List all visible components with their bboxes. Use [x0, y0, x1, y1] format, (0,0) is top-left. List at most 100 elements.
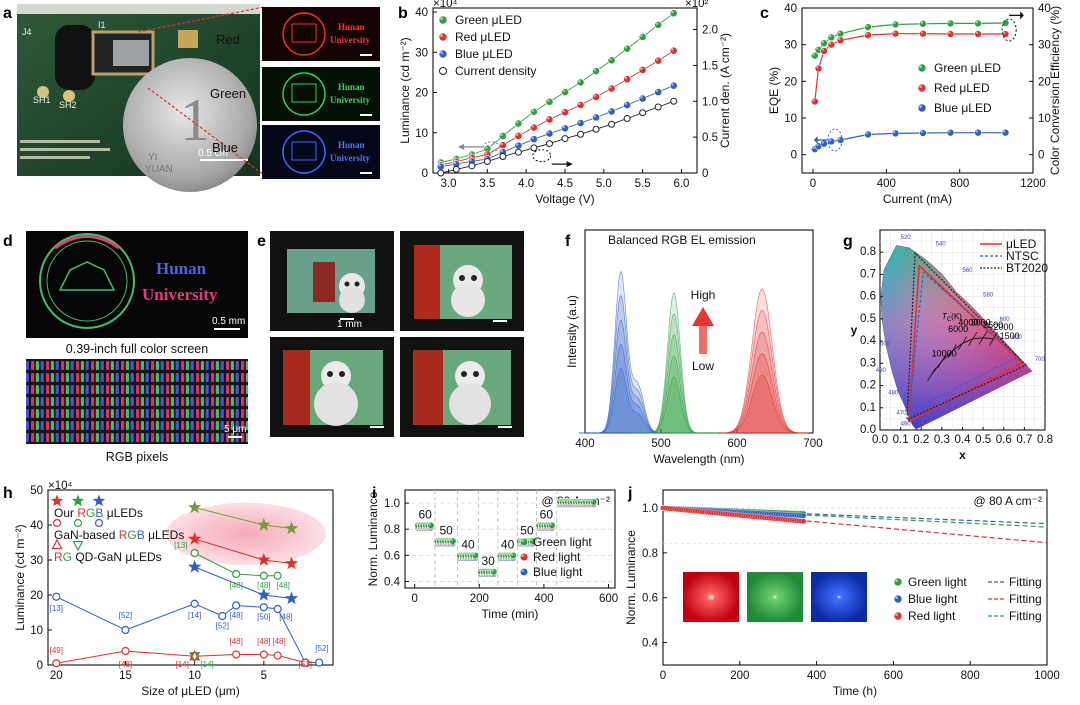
- legend-marker-i: [519, 537, 529, 547]
- x-tick-label-c: 0: [810, 178, 816, 190]
- data-point-i-shine: [428, 523, 431, 526]
- data-point-h: [257, 553, 271, 566]
- data-point-c-shine: [838, 31, 841, 34]
- y-tick-label-h: 50: [30, 485, 43, 497]
- data-point-c: [820, 39, 828, 48]
- series-line-b-3: [440, 100, 674, 174]
- legend-label-b: Red μLED: [455, 30, 511, 44]
- current-label-i: 60: [419, 508, 433, 522]
- data-point-b-shine: [624, 46, 628, 49]
- data-point-c-shine: [865, 24, 869, 28]
- data-point-b-shine: [531, 109, 534, 112]
- scale-text-d-top: 0.5 mm: [212, 316, 245, 327]
- data-point-b: [654, 21, 663, 29]
- legend-label-j: Blue light: [908, 592, 958, 606]
- ref-annotation-h: [48]: [257, 637, 270, 646]
- data-point-b: [561, 124, 569, 133]
- data-point-b: [576, 78, 585, 87]
- data-point-h: [259, 603, 268, 612]
- data-point-i-shine: [450, 538, 453, 542]
- data-point-b-shine: [593, 94, 597, 97]
- data-point-b: [654, 56, 663, 65]
- data-point-c: [811, 97, 819, 106]
- data-point-c-shine: [920, 31, 924, 34]
- data-point-c: [814, 64, 823, 73]
- legend-marker-b: [438, 32, 448, 42]
- legend-tspan-h: QD-GaN μLEDs: [72, 550, 162, 564]
- data-point-b-shine: [655, 89, 659, 93]
- data-point-c: [891, 20, 900, 29]
- data-point-b-shine: [438, 164, 441, 167]
- coin-text-yuan: YUAN: [145, 164, 173, 175]
- data-point-b-shine: [500, 133, 503, 136]
- data-point-c-shine: [812, 99, 815, 102]
- data-point-b: [638, 66, 647, 74]
- data-point-b: [592, 113, 600, 122]
- x-tick-label-f: 500: [651, 438, 670, 450]
- data-point-c: [836, 136, 845, 144]
- x-tick-label-i: 200: [470, 593, 489, 605]
- data-point-b: [499, 153, 507, 160]
- data-point-i-shine: [530, 538, 533, 542]
- y2-tick-label-c: 30: [1038, 40, 1051, 52]
- coin-photo: [123, 58, 257, 192]
- legend-marker-b: [438, 15, 448, 25]
- y-tick-label-i: 0.8: [384, 524, 400, 536]
- x-tick-label-j: 600: [884, 670, 903, 682]
- legend-label-c: Blue μLED: [934, 101, 992, 115]
- board-text-j4: J4: [22, 27, 32, 37]
- data-point-h: [218, 611, 227, 621]
- data-point-b: [561, 108, 569, 117]
- ref-annotation-h: [13]: [174, 541, 187, 550]
- plot-frame-c: [801, 7, 1034, 174]
- data-point-h: [121, 646, 130, 656]
- ref-annotation-h: [48]: [279, 613, 292, 622]
- data-point-b: [592, 125, 600, 133]
- legend-label-g: BT2020: [1006, 261, 1048, 275]
- panel-letter-a: a: [3, 5, 12, 22]
- data-point-c-shine: [948, 31, 951, 35]
- y2-tick-label-b: 1.5: [702, 60, 718, 72]
- wavelength-label-g: 460: [901, 422, 912, 428]
- data-point-b: [437, 169, 445, 177]
- data-point-b: [623, 114, 631, 122]
- data-point-h: [232, 569, 241, 579]
- legend-label-i: Blue light: [533, 565, 583, 579]
- data-point-c: [864, 31, 872, 39]
- ref-annotation-h: [48]: [229, 581, 242, 590]
- data-point-b: [623, 75, 632, 84]
- blue-screen-line1: Hunan: [338, 140, 365, 150]
- wavelength-label-g: 700: [1035, 357, 1046, 363]
- data-point-h: [52, 592, 61, 601]
- y-tick-label-b: 10: [415, 128, 428, 140]
- ref-annotation-h: [14]: [176, 660, 189, 669]
- wavelength-label-g: 490: [876, 368, 887, 374]
- y-tick-label-g: 0.7: [860, 268, 876, 280]
- x-tick-label-b: 6.0: [673, 178, 689, 190]
- panel-letter-d: d: [3, 233, 13, 250]
- data-point-b: [608, 120, 616, 128]
- data-point-h: [284, 556, 299, 570]
- data-point-b-shine: [531, 125, 534, 128]
- data-point-b: [669, 46, 678, 55]
- annotation-ellipse-c2: [827, 128, 843, 152]
- legend-tspan-h: B: [95, 506, 103, 520]
- cct-tick-g: [947, 344, 957, 358]
- y2-tick-label-c: 40: [1038, 3, 1051, 15]
- legend-marker-b-shine: [440, 17, 443, 20]
- current-label-i: 60: [540, 508, 554, 522]
- x-tick-label-b: 4.0: [518, 178, 534, 190]
- data-point-b: [576, 119, 585, 127]
- blue-led-photo: [811, 572, 867, 622]
- data-point-c: [864, 130, 872, 139]
- arrowhead-right-c: [1020, 11, 1024, 20]
- rgb-pixels-photo: 5 μm: [26, 359, 248, 444]
- y-tick-label-j: 0.6: [642, 593, 658, 605]
- y-tick-label-h: 10: [30, 625, 43, 637]
- x-axis-label-f: Wavelength (nm): [654, 452, 745, 466]
- legend-marker-h: [92, 494, 106, 507]
- data-point-b-shine: [546, 116, 550, 120]
- legend-tspan-h: G: [63, 550, 72, 564]
